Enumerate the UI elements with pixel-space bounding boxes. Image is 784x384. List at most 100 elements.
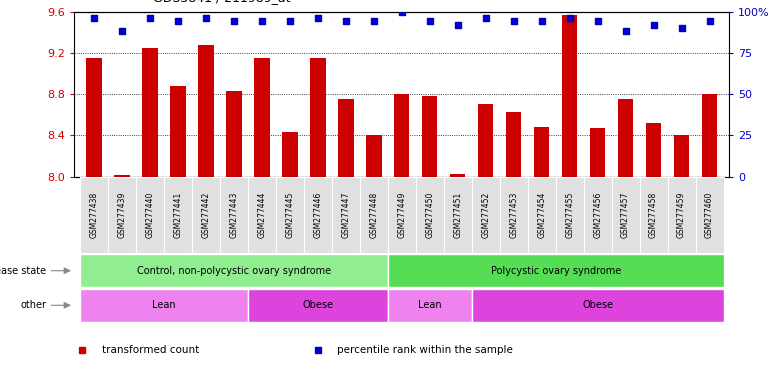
Bar (646, 123, 661, 177)
Text: GSM277455: GSM277455 (565, 192, 574, 238)
Text: Control, non-polycystic ovary syndrome: Control, non-polycystic ovary syndrome (137, 266, 331, 276)
Text: GSM277449: GSM277449 (397, 192, 406, 238)
Bar (254, 58, 270, 177)
Text: GSM277448: GSM277448 (369, 192, 379, 238)
Text: GDS3841 / 211989_at: GDS3841 / 211989_at (153, 0, 290, 4)
Text: Polycystic ovary syndrome: Polycystic ovary syndrome (491, 266, 621, 276)
Point (619, 28, 632, 35)
Bar (248, 289, 388, 322)
Text: GSM277458: GSM277458 (649, 192, 658, 238)
Text: percentile rank within the sample: percentile rank within the sample (337, 345, 513, 355)
Bar (388, 254, 724, 287)
Point (452, 22, 464, 28)
Bar (338, 99, 354, 177)
Bar (136, 177, 164, 253)
Bar (618, 99, 633, 177)
Point (423, 18, 436, 25)
Bar (416, 177, 444, 253)
Bar (80, 177, 108, 253)
Bar (366, 135, 382, 177)
Bar (304, 177, 332, 253)
Bar (478, 104, 493, 177)
Text: Obese: Obese (303, 300, 333, 310)
Bar (640, 177, 667, 253)
Bar (450, 174, 466, 177)
Point (339, 18, 352, 25)
Bar (534, 127, 550, 177)
Point (284, 18, 296, 25)
Text: GSM277440: GSM277440 (146, 192, 154, 238)
Text: transformed count: transformed count (102, 345, 199, 355)
Bar (583, 177, 612, 253)
Bar (472, 289, 724, 322)
Bar (276, 177, 304, 253)
Text: GSM277452: GSM277452 (481, 192, 490, 238)
Point (116, 28, 129, 35)
Text: Obese: Obese (583, 300, 613, 310)
Bar (556, 177, 583, 253)
Point (507, 18, 520, 25)
Point (648, 22, 660, 28)
Bar (170, 86, 186, 177)
Bar (702, 94, 717, 177)
Bar (192, 177, 220, 253)
Text: GSM277459: GSM277459 (677, 192, 686, 238)
Bar (422, 96, 437, 177)
Bar (80, 289, 248, 322)
Bar (444, 177, 472, 253)
Bar (499, 177, 528, 253)
Bar (114, 175, 129, 177)
Point (88, 15, 100, 21)
Point (172, 18, 184, 25)
Bar (394, 94, 409, 177)
Text: GSM277460: GSM277460 (705, 192, 714, 238)
Text: GSM277447: GSM277447 (341, 192, 350, 238)
Bar (282, 132, 298, 177)
Text: GSM277442: GSM277442 (201, 192, 210, 238)
Bar (332, 177, 360, 253)
Bar (360, 177, 388, 253)
Point (311, 15, 324, 21)
Text: GSM277446: GSM277446 (314, 192, 322, 238)
Bar (667, 177, 695, 253)
Point (227, 18, 240, 25)
Bar (388, 289, 472, 322)
Text: GSM277441: GSM277441 (173, 192, 183, 238)
Bar (674, 135, 689, 177)
Point (675, 25, 688, 31)
Bar (612, 177, 640, 253)
Text: GSM277438: GSM277438 (89, 192, 99, 238)
Point (200, 15, 212, 21)
Bar (143, 48, 158, 177)
Text: GSM277451: GSM277451 (453, 192, 463, 238)
Bar (528, 177, 556, 253)
Point (256, 18, 268, 25)
Text: Lean: Lean (152, 300, 176, 310)
Bar (80, 254, 388, 287)
Point (480, 15, 492, 21)
Bar (248, 177, 276, 253)
Bar (506, 112, 521, 177)
Point (703, 18, 716, 25)
Point (535, 18, 548, 25)
Bar (388, 177, 416, 253)
Bar (472, 177, 499, 253)
Bar (108, 177, 136, 253)
Text: GSM277454: GSM277454 (537, 192, 546, 238)
Point (591, 18, 604, 25)
Text: GSM277439: GSM277439 (118, 192, 126, 238)
Bar (562, 15, 577, 177)
Text: GSM277444: GSM277444 (257, 192, 267, 238)
Text: Lean: Lean (418, 300, 441, 310)
Bar (227, 91, 241, 177)
Bar (198, 45, 214, 177)
Bar (310, 58, 325, 177)
Text: GSM277450: GSM277450 (425, 192, 434, 238)
Text: GSM277443: GSM277443 (230, 192, 238, 238)
Bar (86, 58, 102, 177)
Bar (590, 128, 605, 177)
Point (368, 18, 380, 25)
Text: disease state: disease state (0, 266, 46, 276)
Text: GSM277456: GSM277456 (593, 192, 602, 238)
Text: GSM277453: GSM277453 (509, 192, 518, 238)
